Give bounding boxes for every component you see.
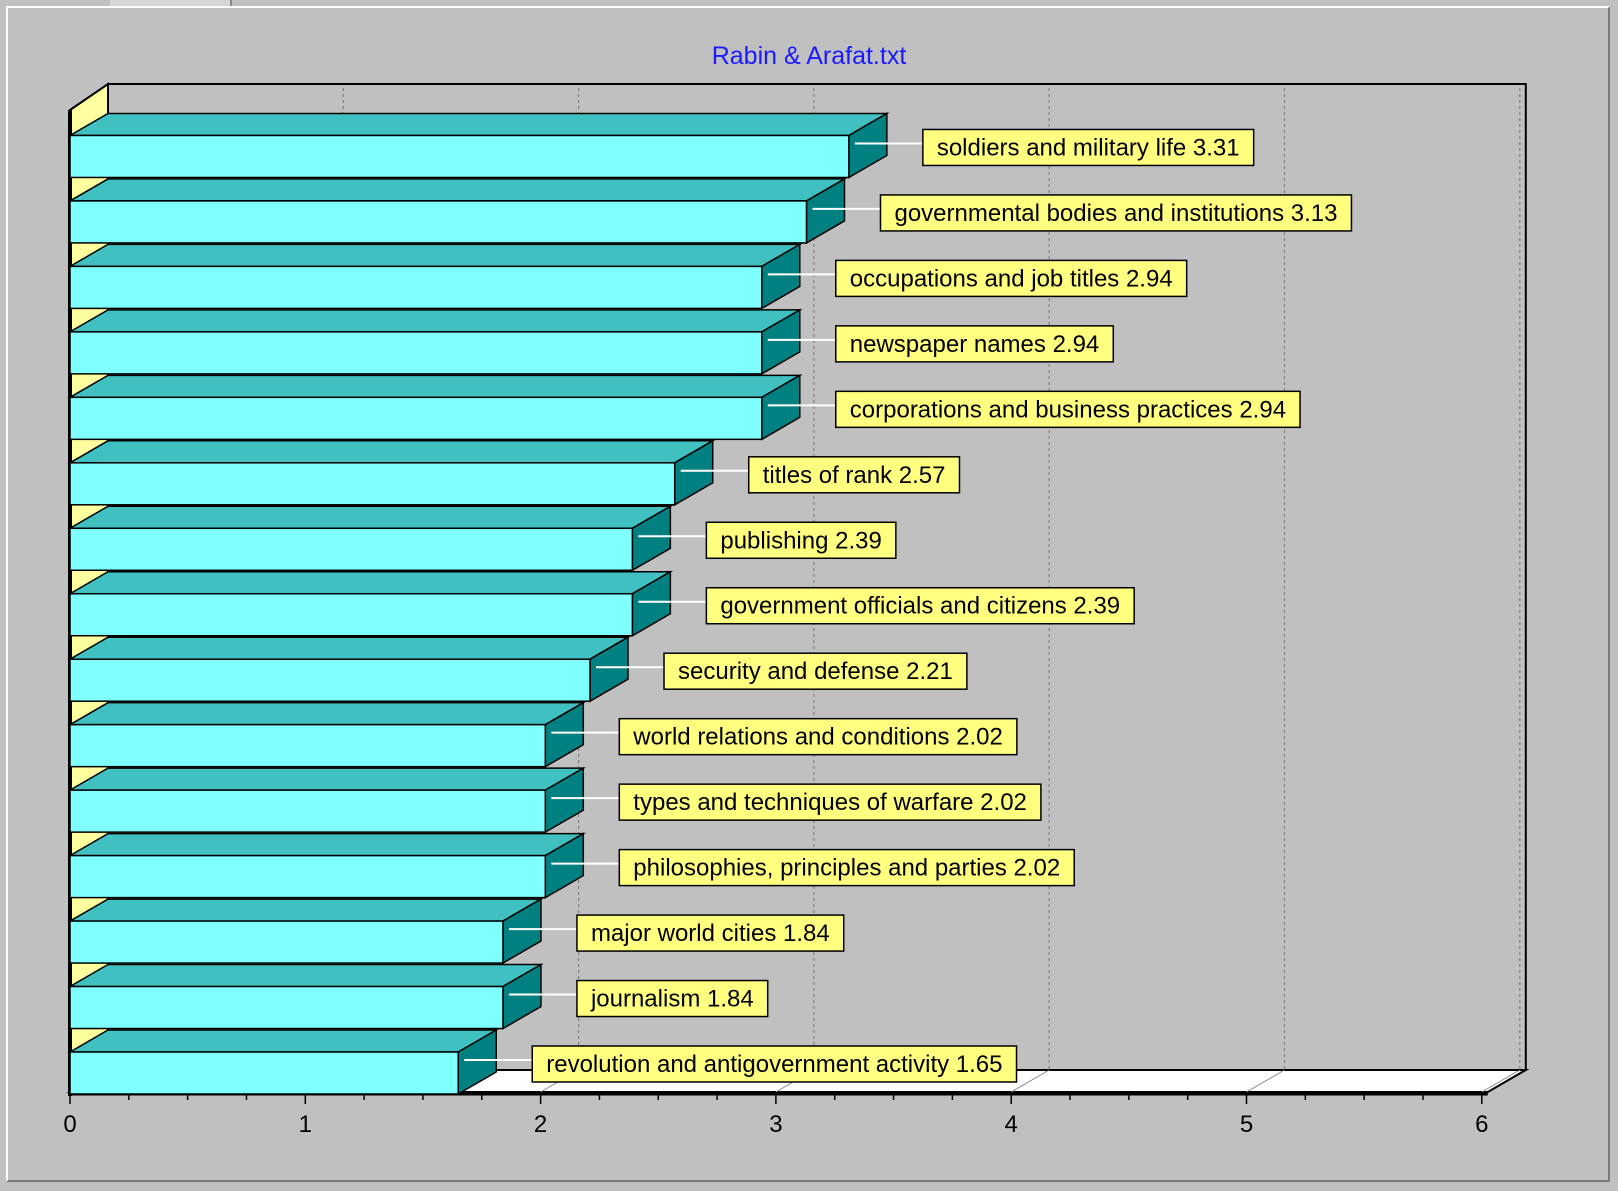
bar-top <box>67 112 890 137</box>
bar <box>69 723 547 768</box>
bar <box>69 658 591 702</box>
bar-top <box>67 1029 500 1053</box>
data-label: corporations and business practices 2.94 <box>850 396 1286 423</box>
data-label-box <box>618 783 1042 821</box>
bar-top <box>67 243 803 268</box>
bar-top <box>67 570 674 595</box>
data-label-box <box>576 979 769 1018</box>
data-label-box <box>922 128 1255 167</box>
data-label: major world cities 1.84 <box>591 920 830 947</box>
x-tick-label: 1 <box>299 1111 312 1138</box>
data-label-box <box>835 390 1301 429</box>
floor-grid-line <box>1481 1069 1521 1093</box>
bar <box>69 200 808 244</box>
bar-top <box>67 309 803 333</box>
bar-top <box>67 963 544 988</box>
data-label: newspaper names 2.94 <box>850 331 1100 358</box>
data-label: governmental bodies and institutions 3.1… <box>894 200 1337 227</box>
bar-top <box>67 636 631 660</box>
data-label-box <box>618 848 1075 887</box>
bar <box>69 134 850 179</box>
data-label-box <box>618 717 1018 756</box>
data-label: occupations and job titles 2.94 <box>850 265 1173 292</box>
data-label: journalism 1.84 <box>590 986 754 1013</box>
chart-title: Rabin & Arafat.txt <box>711 42 907 70</box>
bar-top <box>67 767 587 791</box>
x-tick-label: 0 <box>63 1111 76 1138</box>
bar <box>69 265 763 310</box>
bar-top <box>67 898 544 922</box>
bar-top <box>67 505 674 530</box>
data-label-box <box>835 259 1188 298</box>
data-label-box <box>705 586 1135 625</box>
data-label: world relations and conditions 2.02 <box>632 724 1003 751</box>
x-tick-label: 5 <box>1240 1111 1253 1138</box>
x-tick-label: 2 <box>534 1111 547 1138</box>
data-label-box <box>531 1045 1018 1083</box>
data-label: titles of rank 2.57 <box>763 462 946 489</box>
data-label-box <box>576 914 845 952</box>
bar <box>69 1051 459 1095</box>
bar <box>69 592 634 637</box>
data-label: government officials and citizens 2.39 <box>720 593 1120 620</box>
data-label: security and defense 2.21 <box>678 658 953 685</box>
floor-grid-line <box>1246 1069 1285 1093</box>
x-tick-label: 4 <box>1005 1111 1018 1138</box>
bar <box>69 854 547 899</box>
x-tick-label: 6 <box>1475 1111 1488 1138</box>
data-label: soldiers and military life 3.31 <box>937 134 1240 161</box>
data-label-box <box>747 456 961 494</box>
bar <box>69 331 763 375</box>
data-label: philosophies, principles and parties 2.0… <box>633 855 1060 882</box>
window-tab-stub <box>110 0 232 6</box>
data-label: publishing 2.39 <box>720 527 881 554</box>
bar-top <box>67 832 587 857</box>
bar <box>69 985 504 1030</box>
data-label: revolution and antigovernment activity 1… <box>546 1051 1002 1078</box>
bar <box>69 462 676 506</box>
bar <box>69 920 504 964</box>
bar-top <box>67 374 803 399</box>
data-label-box <box>879 194 1353 232</box>
floor-grid-line <box>1010 1069 1050 1093</box>
data-label-box <box>705 521 897 560</box>
bar-top <box>67 440 716 464</box>
bar <box>69 396 763 441</box>
bar <box>69 527 634 572</box>
x-tick-label: 3 <box>769 1111 782 1138</box>
bar-top <box>67 178 848 202</box>
data-label-box <box>663 652 968 690</box>
bar-top <box>67 701 587 726</box>
bar <box>69 789 547 833</box>
data-label: types and techniques of warfare 2.02 <box>633 789 1027 816</box>
data-label-box <box>835 325 1115 363</box>
